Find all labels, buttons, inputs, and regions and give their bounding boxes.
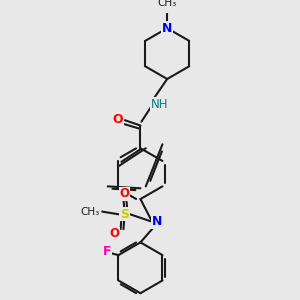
Text: CH₃: CH₃ (80, 207, 100, 217)
Text: N: N (152, 215, 162, 228)
Text: CH₃: CH₃ (158, 0, 177, 8)
Text: NH: NH (151, 98, 168, 111)
Text: S: S (120, 208, 129, 221)
Text: O: O (110, 227, 120, 240)
Text: F: F (103, 245, 111, 258)
Text: O: O (119, 187, 129, 200)
Text: O: O (113, 113, 123, 126)
Text: N: N (162, 22, 172, 35)
